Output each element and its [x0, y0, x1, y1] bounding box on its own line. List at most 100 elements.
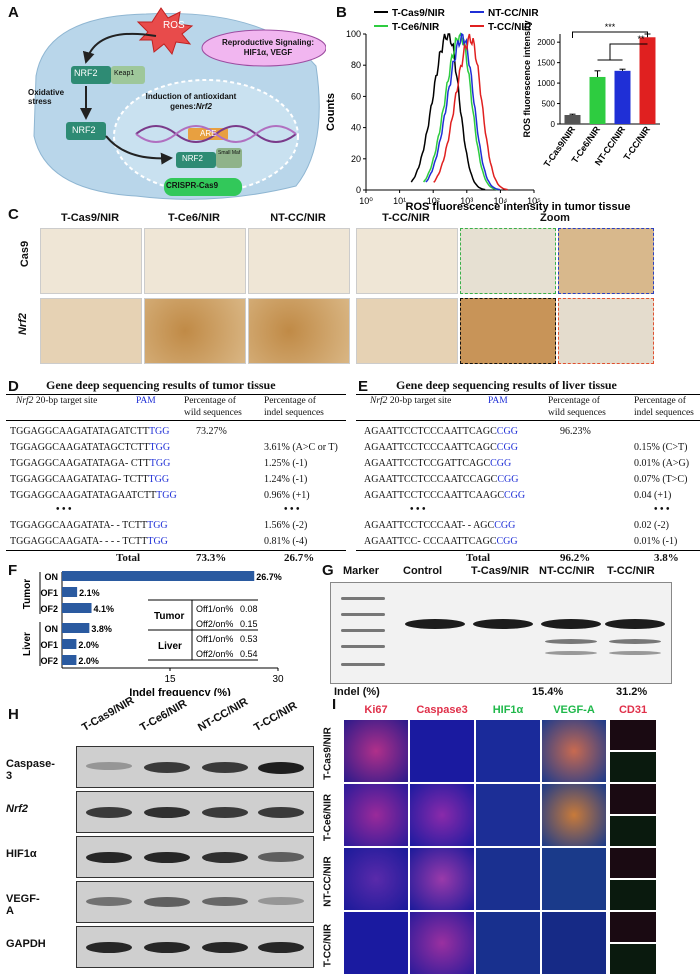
- if-image: [542, 784, 606, 846]
- header-pam: PAM: [136, 396, 156, 406]
- total-indel: 26.7%: [284, 552, 315, 564]
- bar-y-axis-title: ROS fluorescence intensity: [522, 20, 532, 137]
- wb-band: [144, 762, 190, 773]
- histogram-series-line: [433, 33, 508, 191]
- ihc-image: [248, 298, 350, 364]
- bar: [589, 76, 606, 124]
- f-x-axis-title: Indel frequency (%): [129, 687, 231, 696]
- pam-sequence: CGG: [504, 490, 526, 501]
- gel-band: [473, 619, 533, 629]
- header-target: Nrf2 20-bp target site: [16, 396, 97, 406]
- wb-band: [144, 942, 190, 954]
- maf-box: [216, 148, 242, 168]
- indel-percent: 1.24% (-1): [264, 474, 308, 485]
- ihc-column-title: T-Cas9/NIR: [60, 212, 120, 224]
- ihc-zoom-image: [558, 298, 654, 364]
- table-row: AGAATTCCTCCCAAT- - AGCCGG: [364, 520, 515, 531]
- sequence: AGAATTCCTCCCAAT- - AGC: [364, 520, 495, 531]
- gel-image: Marker Control T-Cas9/NIR NT-CC/NIR T-CC/NIR: [330, 565, 672, 684]
- table-row: AGAATTCCTCCCAATTCAAGCCGG: [364, 490, 525, 501]
- if-row-label: T-CC/NIR: [322, 923, 334, 968]
- indel-value-label: 4.1%: [94, 604, 115, 614]
- ros-bar-chart: 0 500 1000 1500 2000 ROS fluorescence intensi…: [522, 20, 660, 169]
- ihc-row-label: Cas9: [19, 240, 32, 268]
- inset-liver: Liver: [158, 641, 182, 652]
- wb-band: [202, 897, 248, 907]
- gel-lane-label: Marker: [343, 565, 380, 577]
- legend-label: T-Ce6/NIR: [392, 22, 440, 33]
- indel-percent: 0.01% (A>G): [634, 458, 690, 469]
- indel-percent: 0.01% (-1): [634, 536, 678, 547]
- gel-lane-label: T-CC/NIR: [607, 565, 655, 577]
- wb-protein-label: Nrf2: [6, 803, 29, 815]
- if-cd31-image: [610, 944, 656, 974]
- wb-band: [202, 807, 248, 818]
- table-row: TGGAGGCAAGATA- - - - TCTTTGG: [10, 536, 168, 547]
- wb-band: [258, 807, 304, 818]
- bar-category-label: T-Cas9/NIR: [542, 124, 578, 169]
- sequence: AGAATTCC- CCCAATTCAGC: [364, 536, 497, 547]
- sequence: AGAATTCCTCCGATTCAGC: [364, 458, 491, 469]
- gel-cleavage-band: [545, 651, 597, 655]
- legend-label: NT-CC/NIR: [488, 8, 539, 19]
- table-rule: [6, 394, 346, 395]
- inset-ratio-label: Off1/on%: [196, 604, 233, 614]
- wb-band: [258, 942, 304, 954]
- table-title: Gene deep sequencing results of liver ti…: [396, 378, 617, 392]
- table-row: AGAATTCCTCCCAATCCAGCCGG: [364, 474, 518, 485]
- sequence: TGGAGGCAAGATATAG- TCTT: [10, 474, 149, 485]
- indel-percent: 0.07% (T>C): [634, 474, 688, 485]
- header-pam: PAM: [488, 396, 508, 406]
- if-image: [410, 784, 474, 846]
- if-image: [476, 912, 540, 974]
- table-row: AGAATTCCTCCCAATTCAGCCGG: [364, 442, 518, 453]
- ellipsis: • • •: [56, 504, 72, 515]
- panel-label-i: I: [332, 696, 337, 713]
- table-rule: [356, 550, 700, 551]
- nrf2-top-label: NRF2: [74, 68, 98, 78]
- legend-label: T-Cas9/NIR: [392, 8, 446, 19]
- indel-bar: [62, 571, 255, 581]
- y-tick-label: 60: [351, 91, 361, 101]
- if-row-label: NT-CC/NIR: [322, 856, 334, 907]
- wb-band: [258, 897, 304, 905]
- y-tick-label: 0: [356, 185, 361, 195]
- histogram-series-line: [422, 32, 498, 191]
- sequence: AGAATTCCTCCCAATTCAGC: [364, 426, 497, 437]
- indel-row-label: OF2: [40, 656, 58, 666]
- pam-sequence: CGG: [496, 426, 518, 437]
- group-label-liver: Liver: [22, 632, 33, 656]
- ellipsis: • • •: [284, 504, 300, 515]
- indel-row-label: ON: [45, 624, 59, 634]
- sig-label: ***: [605, 22, 616, 32]
- if-column-title: CD31: [618, 704, 648, 716]
- sequence: AGAATTCCTCCCAATTCAGC: [364, 442, 497, 453]
- pam-sequence: TGG: [149, 458, 171, 469]
- sequence: AGAATTCCTCCCAATCCAGC: [364, 474, 498, 485]
- ihc-zoom-image: [460, 298, 556, 364]
- ihc-image: [356, 228, 458, 294]
- ros-label: ROS: [163, 20, 185, 31]
- header-indel: Percentage of: [634, 396, 686, 406]
- ihc-image: [144, 298, 246, 364]
- wb-band: [202, 762, 248, 773]
- if-image: [476, 720, 540, 782]
- if-image: [410, 848, 474, 910]
- tumor-sequencing-table: Gene deep sequencing results of tumor ti…: [6, 378, 346, 564]
- total-wild: 96.2%: [560, 552, 591, 564]
- table-title: Gene deep sequencing results of tumor ti…: [46, 378, 276, 392]
- indel-value-label: 26.7%: [256, 572, 282, 582]
- sequence: TGGAGGCAAGATA- - - - TCTT: [10, 536, 148, 547]
- indel-bar: [62, 603, 92, 613]
- y-tick-label: 40: [351, 123, 361, 133]
- wb-lane-label: NT-CC/NIR: [196, 695, 251, 734]
- gel-cleavage-band: [609, 639, 661, 644]
- sequence: AGAATTCCTCCCAATTCAAGC: [364, 490, 505, 501]
- wb-band: [86, 897, 132, 906]
- table-row: TGGAGGCAAGATATA- - TCTTTGG: [10, 520, 168, 531]
- gel-band: [541, 619, 601, 629]
- target-label: 20-bp target site: [387, 396, 452, 406]
- header-indel: indel sequences: [264, 408, 324, 418]
- if-cd31-image: [610, 880, 656, 910]
- panel-label-g: G: [322, 562, 334, 579]
